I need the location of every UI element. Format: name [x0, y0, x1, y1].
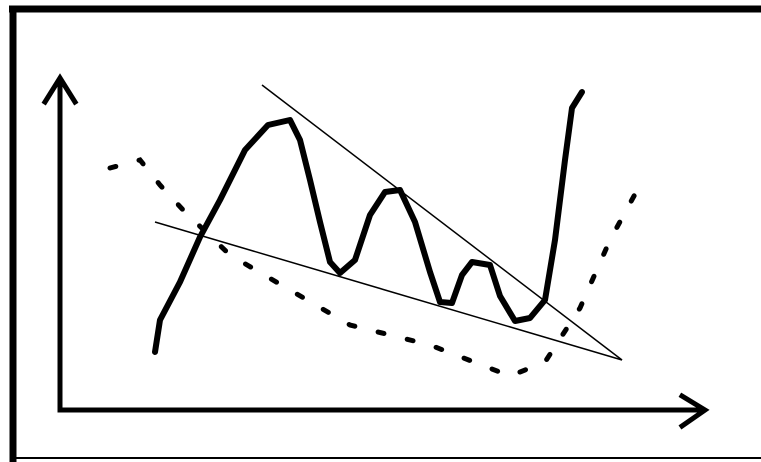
price-curve [152, 89, 585, 355]
lower-trendline [154, 221, 623, 361]
upper-trendline [261, 84, 623, 361]
x-axis-arrow [678, 392, 710, 430]
dashed-curve [107, 157, 643, 379]
axes [41, 73, 710, 430]
y-axis-arrow [41, 73, 79, 106]
